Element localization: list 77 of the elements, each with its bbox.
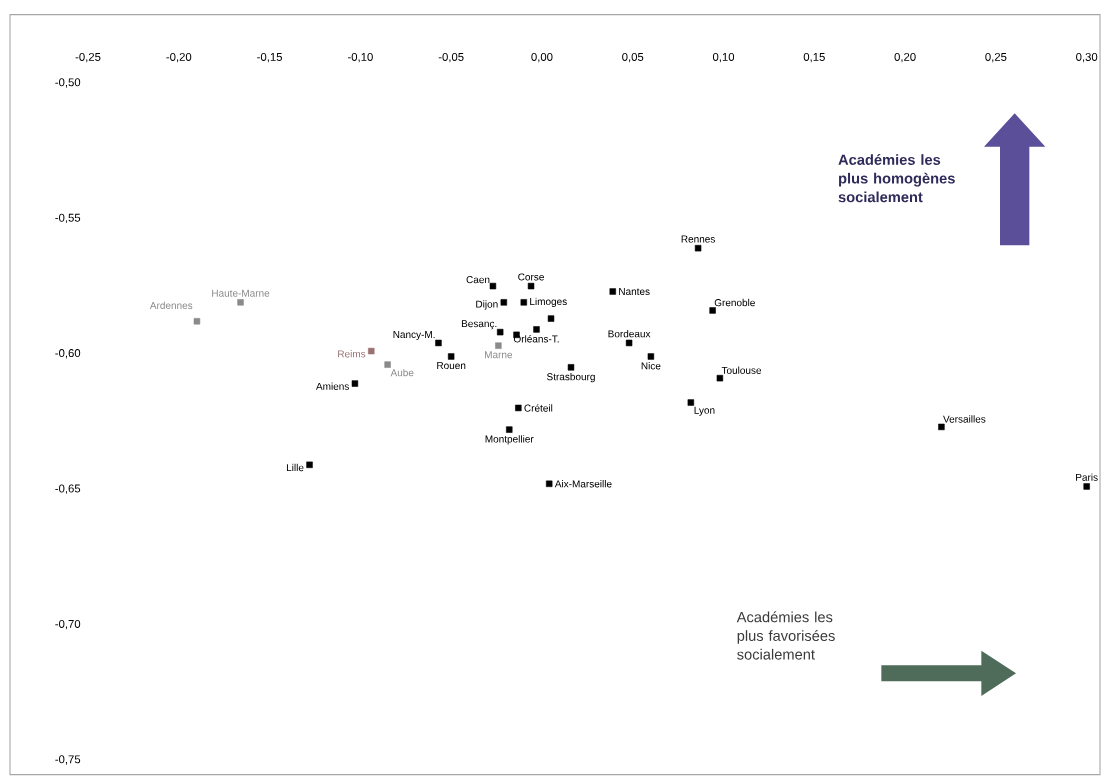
point — [447, 353, 455, 360]
point — [687, 399, 695, 406]
data-label: Besanç. — [461, 320, 497, 330]
point — [495, 342, 502, 349]
point — [500, 299, 508, 306]
y-tick-label: -0,65 — [55, 484, 81, 494]
x-tick-label: -0,05 — [438, 52, 464, 63]
annotation: Académies les plus homogènes socialement — [838, 154, 955, 203]
data-label: Caen — [466, 276, 490, 284]
x-tick-label: -0,15 — [257, 52, 283, 63]
point — [694, 244, 702, 252]
point — [527, 282, 535, 290]
y-tick-label: -0,50 — [55, 78, 81, 88]
point — [625, 339, 633, 347]
point — [489, 282, 497, 290]
data-label: Montpellier — [485, 435, 534, 445]
point — [515, 404, 522, 412]
point — [193, 318, 201, 325]
point — [435, 339, 442, 347]
data-label: Dijon — [476, 300, 498, 310]
annotation: Académies les plus favorisées socialement — [736, 611, 835, 660]
data-label: Paris — [1076, 473, 1098, 481]
y-tick-label: -0,60 — [55, 349, 81, 359]
point — [368, 347, 375, 355]
data-label: Lille — [286, 463, 304, 472]
x-tick-label: 0,15 — [803, 52, 825, 63]
y-tick-label: -0,75 — [55, 755, 81, 765]
data-label: Haute-Marne — [212, 289, 270, 297]
x-tick-label: 0,25 — [985, 52, 1007, 63]
data-label: Ardennes — [149, 301, 193, 310]
point — [306, 461, 313, 469]
point — [533, 326, 540, 333]
point — [520, 299, 527, 306]
data-label: Nantes — [619, 288, 650, 295]
data-label: Limoges — [530, 297, 567, 307]
x-tick-label: 0,00 — [531, 52, 553, 63]
data-label: Nancy-M. — [393, 331, 435, 341]
point — [547, 315, 555, 322]
point — [716, 374, 724, 382]
point — [567, 364, 575, 371]
point — [237, 299, 244, 306]
point — [496, 328, 504, 336]
point — [709, 307, 716, 314]
x-tick-label: 0,30 — [1076, 52, 1098, 63]
data-label: Corse — [518, 273, 544, 281]
data-label: Lyon — [694, 406, 715, 416]
data-label: Aube — [390, 368, 414, 377]
data-label: Rennes — [681, 235, 715, 243]
data-label: Toulouse — [721, 366, 762, 374]
point — [546, 480, 553, 487]
point — [384, 361, 391, 368]
data-label: Rouen — [437, 362, 466, 370]
x-tick-label: -0,25 — [75, 52, 101, 63]
point — [351, 380, 359, 387]
y-tick-label: -0,70 — [55, 619, 81, 630]
data-label: Nice — [641, 362, 661, 370]
data-label: Marne — [485, 351, 513, 359]
data-label: Reims — [338, 350, 366, 358]
data-label: Bordeaux — [608, 330, 651, 338]
data-label: Strasbourg — [547, 372, 595, 383]
y-tick-label: -0,55 — [55, 213, 81, 224]
data-label: Créteil — [524, 404, 553, 412]
data-label: Amiens — [316, 382, 349, 390]
data-label: Grenoble — [714, 298, 755, 307]
point — [1083, 483, 1090, 490]
x-tick-label: 0,10 — [712, 52, 735, 63]
data-label: Versailles — [943, 415, 986, 423]
x-tick-label: 0,05 — [622, 52, 644, 63]
data-label: Orléans-T. — [513, 335, 559, 343]
x-tick-label: 0,20 — [894, 52, 916, 63]
point — [938, 423, 945, 431]
data-label: Aix-Marseille — [554, 480, 612, 488]
point — [647, 353, 655, 360]
point — [506, 426, 513, 433]
x-tick-label: -0,10 — [347, 52, 373, 63]
point — [609, 288, 616, 295]
x-tick-label: -0,20 — [166, 52, 192, 63]
